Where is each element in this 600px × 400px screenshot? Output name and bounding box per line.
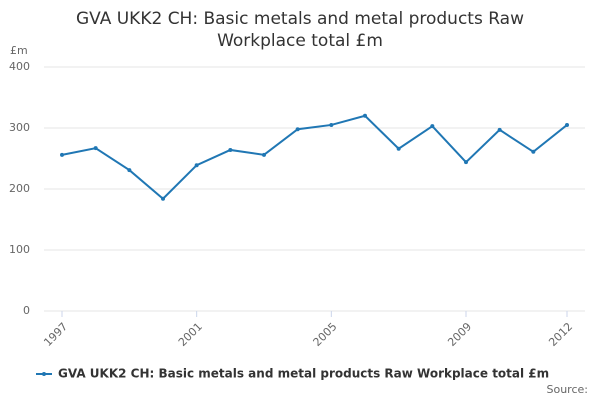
point	[194, 163, 199, 168]
point	[464, 160, 468, 165]
x-tick-label: 2001	[176, 320, 205, 349]
point	[295, 127, 300, 132]
y-tick-label: 0	[23, 304, 30, 317]
y-tick-label: 100	[9, 243, 30, 256]
y-tick-label: 400	[9, 60, 30, 73]
chart-title: GVA UKK2 CH: Basic metals and metal prod…	[75, 9, 524, 51]
y-tick-label: 200	[9, 182, 30, 195]
line	[61, 114, 568, 201]
x-tick-label: 2012	[546, 320, 575, 349]
point	[127, 168, 132, 173]
point	[430, 124, 435, 129]
point	[228, 147, 233, 152]
x-tick-label: 2009	[445, 320, 474, 349]
legend-symbol	[42, 372, 46, 376]
point	[565, 122, 569, 127]
x-tick-label: 1997	[41, 320, 70, 349]
point	[262, 152, 266, 157]
point	[363, 113, 367, 118]
point	[497, 127, 502, 132]
point	[60, 152, 64, 157]
source: Source:	[547, 383, 589, 396]
point	[93, 146, 98, 151]
point	[329, 122, 334, 127]
point	[396, 146, 401, 151]
legend-label: GVA UKK2 CH: Basic metals and metal prod…	[58, 367, 549, 381]
x-tick-label: 2005	[311, 320, 340, 349]
y-tick-label: 300	[9, 121, 30, 134]
point	[161, 196, 165, 201]
point	[531, 149, 536, 154]
y-axis-label: £m	[10, 44, 28, 57]
